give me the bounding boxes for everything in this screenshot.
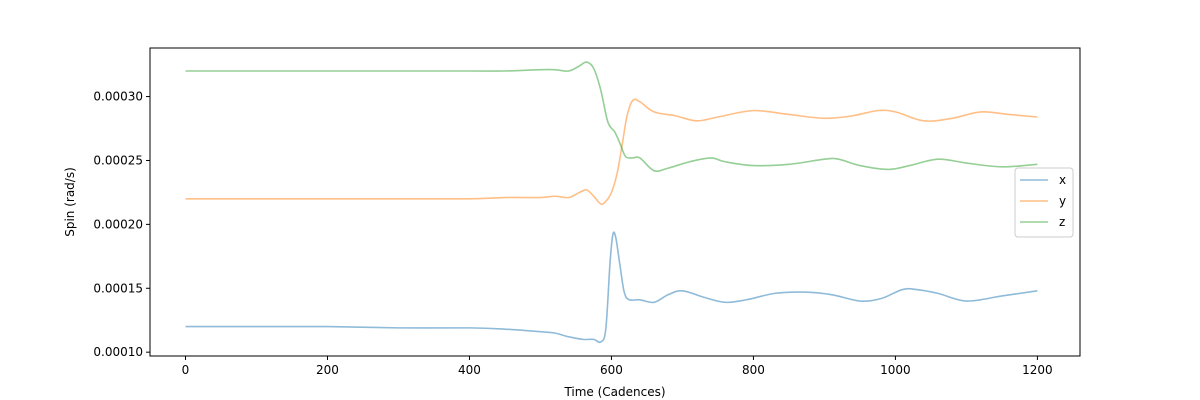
series-line-y [185, 98, 1038, 205]
x-tick-label: 800 [742, 363, 765, 377]
y-tick-label: 0.00010 [93, 345, 143, 359]
y-tick-label: 0.00020 [93, 217, 143, 231]
plot-area-frame [149, 47, 1081, 357]
y-axis-label: Spin (rad/s) [63, 167, 77, 237]
y-tick-label: 0.00015 [93, 281, 143, 295]
x-axis-label: Time (Cadences) [563, 385, 665, 399]
legend-label-z: z [1059, 215, 1065, 229]
x-tick-label: 600 [600, 363, 623, 377]
series-layer [185, 61, 1038, 344]
legend-box [1014, 167, 1074, 238]
legend: xyz [1014, 167, 1074, 238]
y-axis: 0.00010 0.00015 0.00020 0.00025 0.00030 [93, 90, 150, 359]
x-axis: 0 200 400 600 800 1000 1200 [182, 356, 1053, 377]
x-tick-label: 1200 [1022, 363, 1053, 377]
series-line-x [185, 231, 1038, 344]
series-line-z [185, 61, 1038, 173]
legend-label-y: y [1059, 194, 1066, 208]
x-tick-label: 1000 [880, 363, 911, 377]
x-tick-label: 200 [316, 363, 339, 377]
x-tick-label: 400 [458, 363, 481, 377]
x-tick-label: 0 [182, 363, 190, 377]
legend-label-x: x [1059, 173, 1066, 187]
y-tick-label: 0.00025 [93, 153, 143, 167]
y-tick-label: 0.00030 [93, 90, 143, 104]
